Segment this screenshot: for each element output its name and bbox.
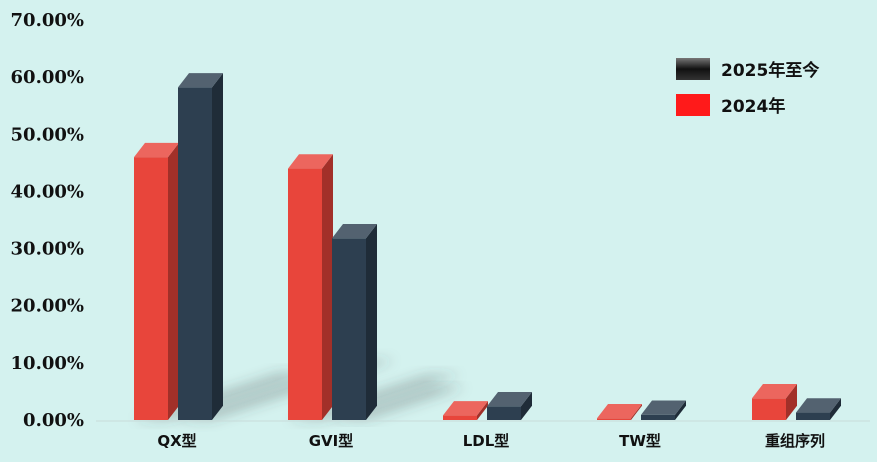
bar-top xyxy=(752,383,797,399)
y-tick-label: 50.00% xyxy=(11,124,84,145)
bar-side xyxy=(675,400,686,420)
bar xyxy=(796,398,841,420)
y-tick-label: 20.00% xyxy=(11,296,84,317)
bars xyxy=(134,73,841,421)
y-tick-label: 60.00% xyxy=(11,67,84,88)
bar-side xyxy=(631,403,642,420)
x-tick-label: 重组序列 xyxy=(765,432,825,450)
bar-top xyxy=(597,403,642,419)
bar-top xyxy=(796,398,841,413)
bar xyxy=(178,73,223,420)
bar xyxy=(597,403,642,420)
bar-side xyxy=(786,383,797,420)
bar-top xyxy=(134,142,179,158)
bar-side xyxy=(366,223,377,420)
y-tick-label: 0.00% xyxy=(23,410,84,431)
y-tick-label: 30.00% xyxy=(11,239,84,260)
bar-top xyxy=(443,401,488,416)
bar-top xyxy=(288,154,333,169)
y-tick-label: 10.00% xyxy=(11,353,84,374)
bar xyxy=(487,391,532,420)
bar-front xyxy=(597,418,631,420)
bar-side xyxy=(477,401,488,420)
bar-front xyxy=(134,157,168,420)
bar-top xyxy=(487,391,532,407)
y-tick-label: 70.00% xyxy=(11,10,84,31)
bar-front xyxy=(796,412,830,420)
bar-side xyxy=(322,154,333,420)
bar-front xyxy=(178,87,212,420)
bar xyxy=(752,383,797,420)
x-tick-label: GVI型 xyxy=(309,432,354,450)
legend: 2025年至今 2024年 xyxy=(676,58,819,117)
bar-front xyxy=(332,238,366,420)
legend-label: 2025年至今 xyxy=(721,60,819,81)
bar-top xyxy=(641,400,686,415)
x-tick-label: LDL型 xyxy=(463,432,510,450)
bar-side xyxy=(212,73,223,420)
x-tick-label: QX型 xyxy=(157,432,196,450)
y-axis: 0.00% 10.00% 20.00% 30.00% 40.00% 50.00% 60.00… xyxy=(11,10,84,431)
bar-side xyxy=(521,391,532,420)
bar xyxy=(641,400,686,420)
bar xyxy=(134,142,179,421)
legend-label: 2024年 xyxy=(721,96,785,117)
bar-front xyxy=(288,168,322,420)
bar xyxy=(332,223,377,420)
bar-front xyxy=(752,398,786,420)
bar-front xyxy=(641,414,675,420)
y-tick-label: 40.00% xyxy=(11,181,84,202)
legend-swatch xyxy=(676,94,710,116)
legend-swatch xyxy=(676,58,710,80)
bar-side xyxy=(830,398,841,420)
bar-front xyxy=(443,415,477,420)
bar-side xyxy=(168,142,179,421)
bar xyxy=(443,401,488,420)
bar xyxy=(288,154,333,420)
bar-top xyxy=(332,223,377,239)
x-tick-label: TW型 xyxy=(619,432,661,450)
bar-front xyxy=(487,406,521,420)
x-axis: QX型 GVI型 LDL型 TW型 重组序列 xyxy=(96,420,870,450)
bar-top xyxy=(178,73,223,88)
